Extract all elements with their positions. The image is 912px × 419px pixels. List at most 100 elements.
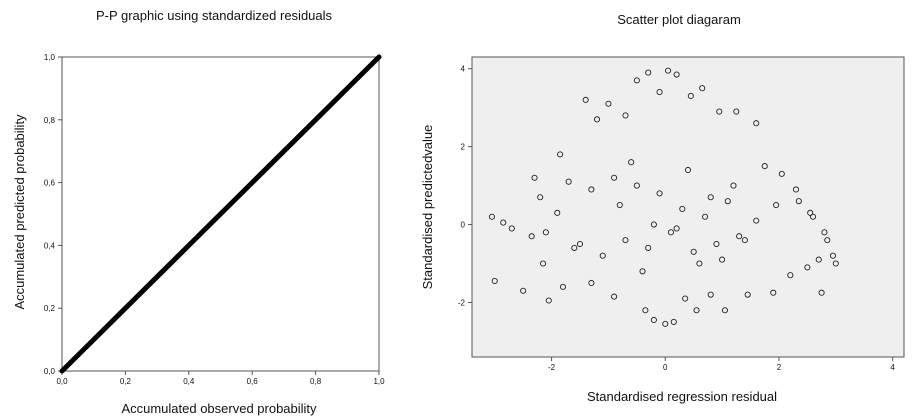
pp-x-axis-label: Accumulated observed probability: [121, 401, 317, 416]
scatter-point: [792, 186, 800, 193]
scatter-y-tick-label: 4: [461, 65, 466, 74]
scatter-chart-title: Scatter plot diagaram: [617, 12, 741, 27]
scatter-point: [565, 178, 572, 185]
scatter-point: [832, 260, 839, 267]
pp-x-tick-label: 1,0: [373, 377, 385, 386]
scatter-point: [605, 100, 612, 107]
scatter-point: [795, 198, 802, 205]
scatter-point: [753, 120, 760, 127]
scatter-point: [815, 256, 822, 263]
scatter-point: [724, 198, 731, 205]
scatter-point: [829, 252, 836, 259]
scatter-point: [679, 205, 686, 212]
scatter-point: [650, 221, 657, 228]
scatter-point: [818, 289, 825, 296]
scatter-point: [699, 85, 706, 92]
scatter-point: [761, 163, 768, 170]
scatter-point: [673, 225, 680, 232]
scatter-y-tick-label: 0: [461, 221, 466, 230]
pp-y-tick-label: 1,0: [44, 53, 56, 62]
scatter-point: [810, 213, 817, 220]
scatter-point: [645, 69, 652, 76]
scatter-point: [770, 289, 777, 296]
scatter-y-tick-label: 2: [461, 143, 466, 152]
scatter-point: [721, 307, 728, 314]
scatter-point: [690, 248, 697, 255]
scatter-point: [744, 291, 751, 298]
scatter-chart: Scatter plot diagaram -2 0 2 4 -2 0 2 4 Standar…: [420, 12, 905, 404]
scatter-point: [821, 229, 828, 236]
scatter-point: [540, 260, 547, 267]
scatter-point: [559, 283, 566, 290]
scatter-point: [719, 256, 726, 263]
scatter-point: [588, 279, 595, 287]
scatter-x-tick-label: 0: [663, 363, 668, 372]
scatter-point: [528, 233, 535, 240]
scatter-point: [639, 268, 646, 275]
pp-ticks: 0,0 0,2 0,4 0,6 0,8 1,0 0,0 0,2 0,4 0,6 0,8 1,0: [44, 53, 385, 386]
scatter-point: [645, 244, 652, 251]
scatter-point: [773, 202, 780, 209]
scatter-point: [588, 186, 595, 193]
scatter-point: [824, 237, 831, 244]
scatter-point: [542, 229, 549, 236]
scatter-point: [520, 287, 527, 294]
pp-y-tick-label: 0,4: [44, 241, 56, 250]
scatter-plot-frame: [471, 56, 905, 358]
scatter-point: [633, 182, 640, 189]
scatter-point: [753, 217, 760, 224]
scatter-point: [667, 229, 674, 236]
scatter-point: [488, 213, 495, 220]
scatter-point: [713, 240, 720, 248]
scatter-point: [707, 291, 714, 298]
scatter-point: [582, 96, 589, 103]
scatter-point: [611, 174, 618, 181]
scatter-point: [545, 297, 552, 304]
pp-chart: P-P graphic using standardized residuals…: [12, 8, 385, 416]
scatter-point: [622, 237, 629, 244]
scatter-point: [687, 92, 694, 100]
scatter-point: [500, 219, 507, 226]
scatter-point: [642, 307, 649, 314]
scatter-point: [741, 237, 748, 244]
scatter-x-tick-label: -2: [548, 363, 556, 372]
pp-chart-title: P-P graphic using standardized residuals: [96, 8, 333, 23]
scatter-y-tick-label: -2: [458, 298, 466, 307]
scatter-point: [807, 209, 814, 216]
scatter-point: [730, 182, 737, 189]
scatter-point: [693, 307, 700, 314]
scatter-point: [633, 77, 640, 84]
scatter-point: [571, 244, 578, 251]
scatter-point: [733, 108, 740, 115]
pp-y-tick-label: 0,8: [44, 116, 56, 125]
pp-x-tick-label: 0,2: [120, 377, 132, 386]
scatter-point: [696, 260, 703, 267]
pp-y-tick-label: 0,2: [44, 304, 56, 313]
scatter-point: [778, 170, 785, 177]
scatter-point: [702, 213, 709, 220]
scatter-point: [656, 89, 663, 96]
pp-series: [59, 54, 382, 374]
scatter-point: [611, 293, 618, 300]
scatter-point: [673, 71, 680, 78]
scatter-point: [491, 277, 498, 285]
scatter-point: [557, 151, 564, 158]
scatter-point: [684, 166, 692, 174]
scatter-point: [707, 194, 714, 201]
scatter-x-axis-label: Standardised regression residual: [587, 389, 777, 404]
scatter-point: [599, 252, 606, 259]
pp-x-tick-label: 0,8: [310, 377, 322, 386]
scatter-point: [682, 295, 689, 302]
scatter-point: [576, 240, 584, 248]
scatter-point: [656, 190, 663, 197]
scatter-point: [508, 225, 515, 232]
scatter-points: [488, 67, 839, 327]
scatter-point: [616, 202, 623, 209]
pp-y-tick-label: 0,6: [44, 179, 56, 188]
scatter-point: [804, 264, 811, 271]
scatter-point: [554, 209, 561, 216]
scatter-point: [622, 112, 629, 119]
scatter-point: [716, 108, 723, 115]
